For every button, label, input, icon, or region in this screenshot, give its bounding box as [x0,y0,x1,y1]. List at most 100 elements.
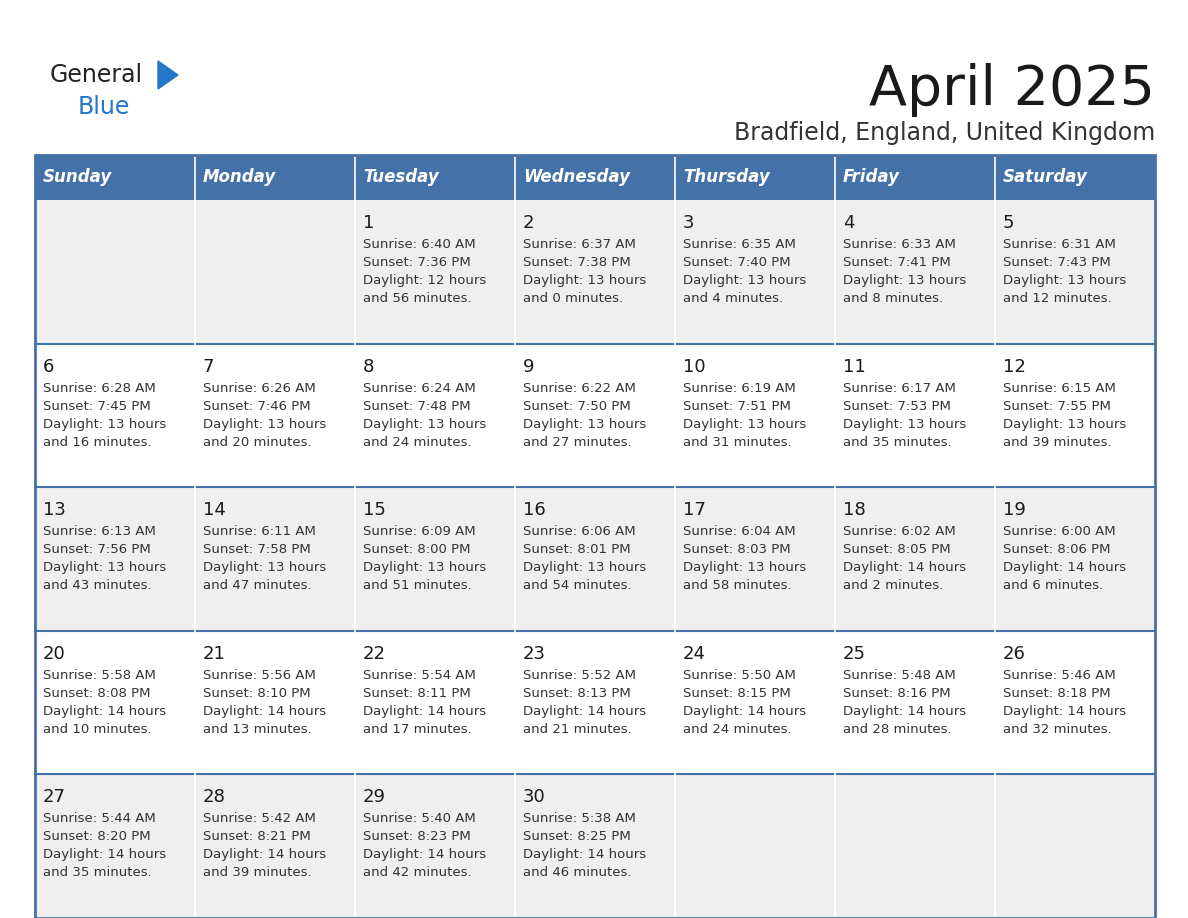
Text: Daylight: 13 hours: Daylight: 13 hours [1003,418,1126,431]
Text: 29: 29 [364,789,386,806]
Text: 22: 22 [364,644,386,663]
Text: Wednesday: Wednesday [523,169,630,186]
Text: Monday: Monday [203,169,277,186]
Text: and 13 minutes.: and 13 minutes. [203,722,311,736]
Text: Sunrise: 5:44 AM: Sunrise: 5:44 AM [43,812,156,825]
Text: and 31 minutes.: and 31 minutes. [683,436,791,449]
Text: 23: 23 [523,644,546,663]
Text: Sunrise: 6:37 AM: Sunrise: 6:37 AM [523,238,636,251]
Text: 15: 15 [364,501,386,520]
Text: Sunset: 8:11 PM: Sunset: 8:11 PM [364,687,470,700]
Text: Thursday: Thursday [683,169,770,186]
Text: 8: 8 [364,358,374,375]
Text: Daylight: 14 hours: Daylight: 14 hours [364,848,486,861]
Text: Sunrise: 5:48 AM: Sunrise: 5:48 AM [843,669,956,682]
Text: and 27 minutes.: and 27 minutes. [523,436,632,449]
Text: Sunrise: 6:04 AM: Sunrise: 6:04 AM [683,525,796,538]
Text: Daylight: 14 hours: Daylight: 14 hours [43,705,166,718]
Text: and 24 minutes.: and 24 minutes. [364,436,472,449]
Text: Sunset: 7:58 PM: Sunset: 7:58 PM [203,543,311,556]
Text: and 28 minutes.: and 28 minutes. [843,722,952,736]
Text: 30: 30 [523,789,545,806]
Text: and 42 minutes.: and 42 minutes. [364,867,472,879]
Text: and 6 minutes.: and 6 minutes. [1003,579,1104,592]
Text: and 21 minutes.: and 21 minutes. [523,722,632,736]
Text: Daylight: 12 hours: Daylight: 12 hours [364,274,486,287]
Text: Daylight: 14 hours: Daylight: 14 hours [43,848,166,861]
Text: General: General [50,63,143,87]
Text: Sunrise: 6:31 AM: Sunrise: 6:31 AM [1003,238,1116,251]
Text: Daylight: 14 hours: Daylight: 14 hours [843,705,966,718]
Text: Daylight: 14 hours: Daylight: 14 hours [1003,705,1126,718]
Text: 7: 7 [203,358,215,375]
Text: 20: 20 [43,644,65,663]
Text: Sunrise: 6:40 AM: Sunrise: 6:40 AM [364,238,475,251]
Text: Sunrise: 5:54 AM: Sunrise: 5:54 AM [364,669,476,682]
Text: and 43 minutes.: and 43 minutes. [43,579,152,592]
Text: and 58 minutes.: and 58 minutes. [683,579,791,592]
Text: Sunset: 7:41 PM: Sunset: 7:41 PM [843,256,950,269]
Text: and 17 minutes.: and 17 minutes. [364,722,472,736]
Text: Sunset: 7:45 PM: Sunset: 7:45 PM [43,399,151,412]
Text: Sunrise: 5:50 AM: Sunrise: 5:50 AM [683,669,796,682]
Text: Daylight: 13 hours: Daylight: 13 hours [364,561,486,574]
Text: Daylight: 13 hours: Daylight: 13 hours [523,561,646,574]
Text: 25: 25 [843,644,866,663]
Text: Sunrise: 6:17 AM: Sunrise: 6:17 AM [843,382,956,395]
Text: and 56 minutes.: and 56 minutes. [364,292,472,305]
Text: Sunset: 8:06 PM: Sunset: 8:06 PM [1003,543,1111,556]
Text: Daylight: 13 hours: Daylight: 13 hours [203,561,327,574]
Text: Daylight: 13 hours: Daylight: 13 hours [203,418,327,431]
Text: Daylight: 14 hours: Daylight: 14 hours [523,848,646,861]
Text: Sunset: 8:00 PM: Sunset: 8:00 PM [364,543,470,556]
Text: Sunset: 7:53 PM: Sunset: 7:53 PM [843,399,950,412]
Text: Sunset: 8:10 PM: Sunset: 8:10 PM [203,687,310,700]
Text: 13: 13 [43,501,65,520]
Text: 6: 6 [43,358,55,375]
Text: Sunrise: 6:24 AM: Sunrise: 6:24 AM [364,382,475,395]
Text: Sunset: 7:48 PM: Sunset: 7:48 PM [364,399,470,412]
Text: Sunset: 8:16 PM: Sunset: 8:16 PM [843,687,950,700]
Text: and 46 minutes.: and 46 minutes. [523,867,632,879]
Text: and 35 minutes.: and 35 minutes. [43,867,152,879]
Text: Friday: Friday [843,169,901,186]
Text: Sunset: 8:13 PM: Sunset: 8:13 PM [523,687,631,700]
Text: Daylight: 14 hours: Daylight: 14 hours [523,705,646,718]
Text: and 12 minutes.: and 12 minutes. [1003,292,1112,305]
Text: 12: 12 [1003,358,1026,375]
Text: and 0 minutes.: and 0 minutes. [523,292,624,305]
Text: Sunset: 7:51 PM: Sunset: 7:51 PM [683,399,791,412]
Text: Daylight: 13 hours: Daylight: 13 hours [1003,274,1126,287]
Text: Sunrise: 5:52 AM: Sunrise: 5:52 AM [523,669,636,682]
Text: and 51 minutes.: and 51 minutes. [364,579,472,592]
Text: and 2 minutes.: and 2 minutes. [843,579,943,592]
Text: and 10 minutes.: and 10 minutes. [43,722,152,736]
Text: Sunrise: 6:35 AM: Sunrise: 6:35 AM [683,238,796,251]
Text: Sunset: 7:55 PM: Sunset: 7:55 PM [1003,399,1111,412]
Text: Sunrise: 6:15 AM: Sunrise: 6:15 AM [1003,382,1116,395]
Text: and 39 minutes.: and 39 minutes. [1003,436,1112,449]
Bar [34,155,1155,200]
Text: and 20 minutes.: and 20 minutes. [203,436,311,449]
Text: Daylight: 13 hours: Daylight: 13 hours [843,418,966,431]
Text: Sunrise: 6:28 AM: Sunrise: 6:28 AM [43,382,156,395]
Text: Daylight: 13 hours: Daylight: 13 hours [43,561,166,574]
Text: Sunset: 8:25 PM: Sunset: 8:25 PM [523,831,631,844]
Bar [34,631,1155,775]
Text: Sunset: 8:05 PM: Sunset: 8:05 PM [843,543,950,556]
Text: Sunrise: 6:22 AM: Sunrise: 6:22 AM [523,382,636,395]
Text: 24: 24 [683,644,706,663]
Text: Sunset: 8:15 PM: Sunset: 8:15 PM [683,687,791,700]
Text: Sunset: 7:56 PM: Sunset: 7:56 PM [43,543,151,556]
Text: 16: 16 [523,501,545,520]
Text: Sunrise: 6:02 AM: Sunrise: 6:02 AM [843,525,956,538]
Text: Daylight: 13 hours: Daylight: 13 hours [843,274,966,287]
Text: Sunrise: 5:42 AM: Sunrise: 5:42 AM [203,812,316,825]
Text: Sunset: 8:08 PM: Sunset: 8:08 PM [43,687,151,700]
Text: and 16 minutes.: and 16 minutes. [43,436,152,449]
Text: Tuesday: Tuesday [364,169,438,186]
Text: 19: 19 [1003,501,1026,520]
Bar [34,775,1155,918]
Text: 9: 9 [523,358,535,375]
Text: Sunset: 7:36 PM: Sunset: 7:36 PM [364,256,470,269]
